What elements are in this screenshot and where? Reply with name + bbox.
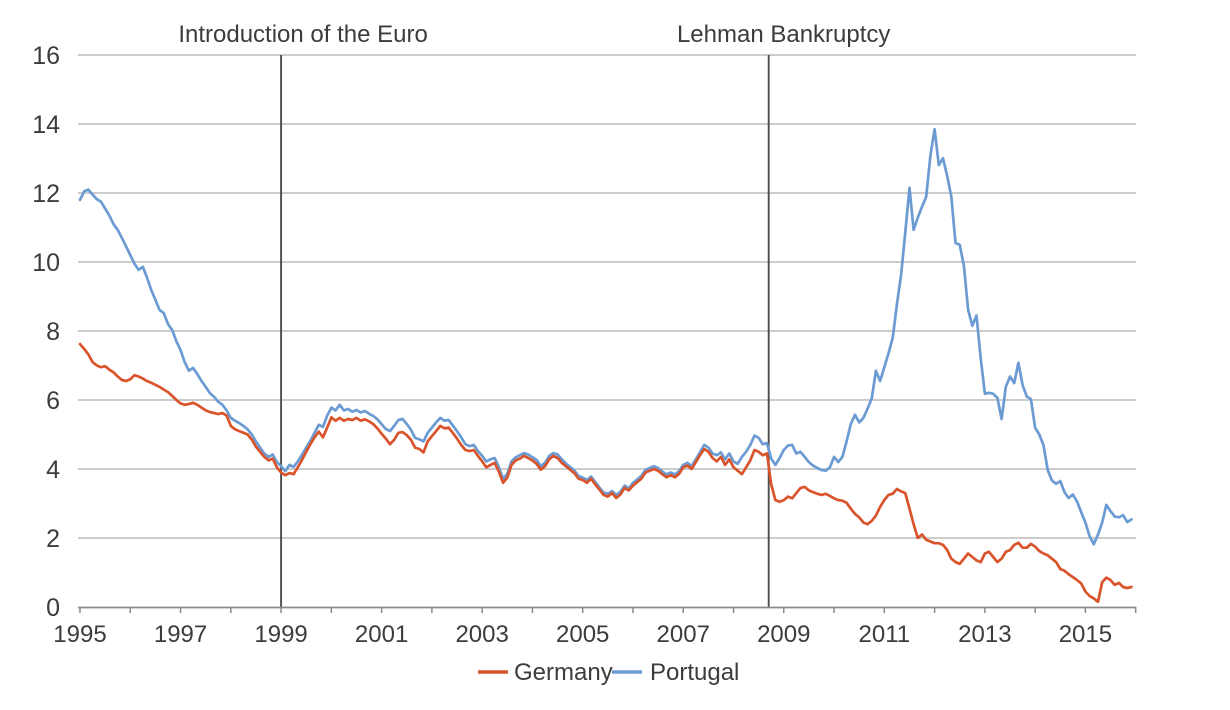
euro-annotation-label: Introduction of the Euro <box>178 21 428 48</box>
y-tick-label-0: 0 <box>46 594 60 622</box>
y-tick-label-16: 16 <box>32 42 60 70</box>
x-tick-label-1995: 1995 <box>53 621 106 648</box>
y-tick-label-14: 14 <box>32 111 60 139</box>
legend-portugal-label: Portugal <box>650 659 739 686</box>
x-tick-label-1997: 1997 <box>154 621 207 648</box>
y-tick-label-12: 12 <box>32 180 60 208</box>
x-tick-label-2013: 2013 <box>958 621 1011 648</box>
x-tick-label-2011: 2011 <box>859 621 911 648</box>
y-tick-label-8: 8 <box>46 318 60 346</box>
y-tick-label-6: 6 <box>46 387 60 415</box>
y-tick-label-4: 4 <box>46 456 60 484</box>
x-tick-label-1999: 1999 <box>254 621 307 648</box>
x-tick-label-2003: 2003 <box>455 621 508 648</box>
x-tick-label-2015: 2015 <box>1059 621 1112 648</box>
x-tick-label-2001: 2001 <box>355 621 408 648</box>
x-tick-label-2009: 2009 <box>757 621 810 648</box>
x-tick-label-2007: 2007 <box>657 621 710 648</box>
lehman-annotation-label: Lehman Bankruptcy <box>677 21 890 48</box>
legend-germany-label: Germany <box>514 659 613 686</box>
x-tick-label-2005: 2005 <box>556 621 609 648</box>
y-tick-label-10: 10 <box>32 249 60 277</box>
germany-line <box>78 342 1133 604</box>
y-tick-label-2: 2 <box>46 525 60 553</box>
portugal-line <box>78 127 1133 546</box>
